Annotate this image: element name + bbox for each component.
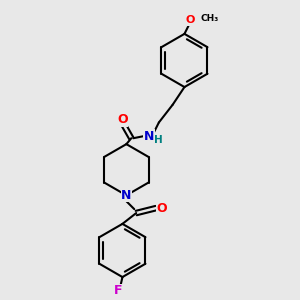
Text: F: F bbox=[114, 284, 123, 297]
Text: O: O bbox=[157, 202, 167, 214]
Text: H: H bbox=[154, 135, 163, 145]
Text: CH₃: CH₃ bbox=[200, 14, 218, 22]
Text: O: O bbox=[117, 113, 128, 126]
Text: N: N bbox=[121, 189, 132, 202]
Text: N: N bbox=[144, 130, 154, 143]
Text: O: O bbox=[186, 15, 195, 25]
